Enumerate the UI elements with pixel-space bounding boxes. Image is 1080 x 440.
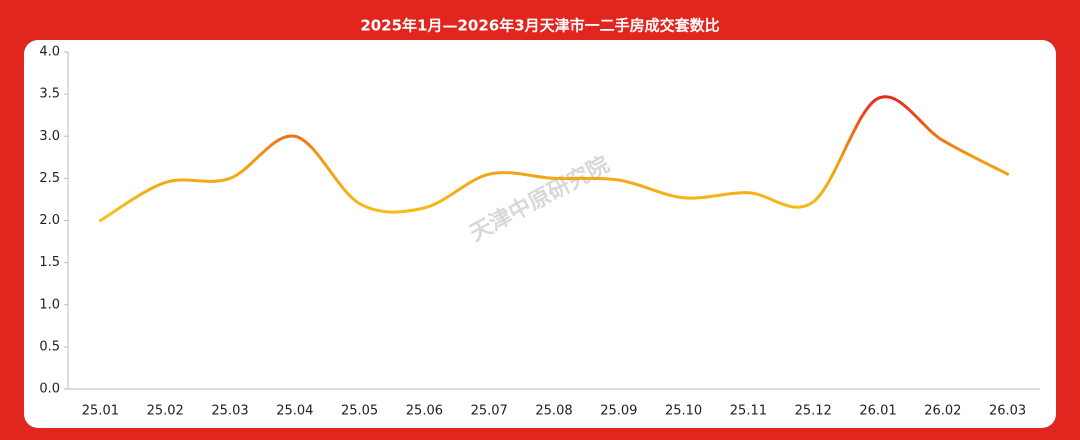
y-tick-label: 1.5 [39,255,60,270]
x-tick-label: 25.10 [665,404,702,419]
x-tick-label: 25.09 [600,404,637,419]
y-tick-label: 0.5 [39,339,60,354]
y-tick-label: 0.0 [39,382,60,397]
y-tick-label: 2.5 [39,171,60,186]
x-tick-label: 25.02 [147,404,184,419]
y-tick-label: 3.0 [39,129,60,144]
line [98,95,1010,222]
x-tick-label: 26.01 [859,404,896,419]
y-tick-label: 1.0 [39,297,60,312]
x-tick-label: 25.07 [471,404,508,419]
x-tick-label: 25.11 [730,404,767,419]
chart-title: 2025年1月—2026年3月天津市一二手房成交套数比 [360,17,719,35]
x-tick-label: 25.08 [535,404,572,419]
x-tick-label: 25.06 [406,404,443,419]
x-tick-label: 26.03 [989,404,1026,419]
x-tick-label: 25.01 [82,404,119,419]
y-tick-label: 2.0 [39,213,60,228]
x-tick-label: 25.04 [276,404,313,419]
x-tick-label: 26.02 [924,404,961,419]
y-tick-label: 3.5 [39,87,60,102]
y-tick-label: 4.0 [39,45,60,60]
x-tick-label: 25.12 [795,404,832,419]
x-tick-label: 25.05 [341,404,378,419]
panel [24,40,1056,428]
x-tick-label: 25.03 [211,404,248,419]
